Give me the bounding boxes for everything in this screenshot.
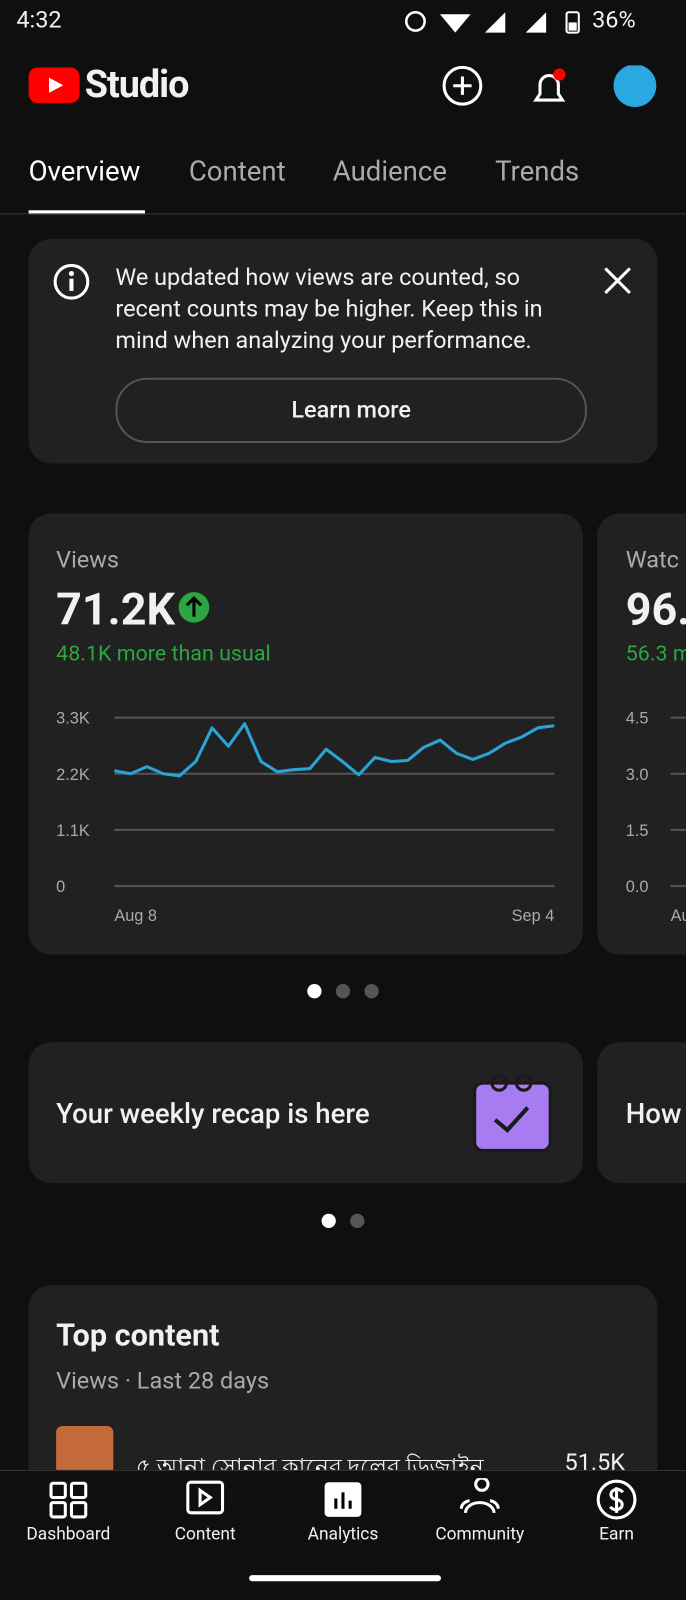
section-subtitle: Views · Last 28 days <box>56 1366 270 1395</box>
section-title: Top content <box>56 1317 220 1354</box>
battery: 36% <box>592 6 636 34</box>
tab[interactable]: Content <box>188 155 286 188</box>
learn-more-button[interactable]: Learn more <box>115 377 587 444</box>
nav-icons <box>49 1478 637 1520</box>
status-icons <box>405 10 580 34</box>
metric-card: Watc 96. 56.3 m <box>597 513 686 955</box>
close-icon[interactable] <box>602 265 633 296</box>
logo <box>28 67 80 104</box>
calendar-icon <box>473 1074 552 1152</box>
line-series <box>114 722 555 778</box>
x-tick-label: Sep 4 <box>512 907 555 925</box>
metric-comparison: 48.1K more than usual <box>56 642 271 667</box>
up-icon <box>178 592 210 623</box>
metric-value: 71.2K <box>56 582 176 636</box>
x-tick-label: Aug 8 <box>114 907 157 925</box>
y-tick-label: 1.5 <box>626 822 649 840</box>
nav-item[interactable]: Dashboard <box>26 1524 111 1545</box>
recap-text: Your weekly recap is here <box>56 1097 370 1131</box>
tab-indicator <box>28 210 145 215</box>
y-tick-label: 3.0 <box>626 766 649 784</box>
y-tick-label: 0.0 <box>626 878 649 896</box>
tab[interactable]: Audience <box>332 155 447 188</box>
nav-item[interactable]: Analytics <box>307 1524 379 1545</box>
y-tick-label: 4.5 <box>626 710 649 728</box>
metric-value: 96. <box>625 582 686 636</box>
nav-item[interactable]: Earn <box>599 1524 634 1545</box>
x-tick-label: Au <box>671 907 686 925</box>
recap-card[interactable]: Your weekly recap is here <box>28 1042 583 1184</box>
nav-item[interactable]: Content <box>174 1524 236 1545</box>
header-actions[interactable] <box>439 65 658 110</box>
tab[interactable]: Trends <box>495 155 580 188</box>
tab[interactable]: Overview <box>28 155 141 188</box>
metric-label: Watc <box>625 546 679 574</box>
recap-card[interactable]: How <box>597 1042 686 1184</box>
pager-dots <box>321 1213 365 1229</box>
y-tick-label: 3.3K <box>56 710 90 728</box>
metric-comparison: 56.3 m <box>625 642 686 667</box>
info-icon <box>53 263 90 300</box>
notice-card: We updated how views are counted, so rec… <box>28 238 658 464</box>
y-tick-label: 0 <box>56 878 65 896</box>
nav-item[interactable]: Community <box>435 1524 525 1545</box>
y-tick-label: 1.1K <box>56 822 90 840</box>
charts: 0 1.1K 2.2K 3.3K Aug 8 Sep 4 0.0 1.5 3.0 4.5 Au <box>56 710 686 925</box>
metric-card: Views 71.2K 48.1K more than usual <box>28 513 583 955</box>
y-tick-label: 2.2K <box>56 766 90 784</box>
divider <box>0 213 686 215</box>
home-indicator <box>249 1575 441 1582</box>
recap-text: How <box>625 1097 682 1131</box>
metric-label: Views <box>56 546 120 574</box>
status-time: 4:32 <box>16 6 62 34</box>
notice-text: We updated how views are counted, so rec… <box>115 263 543 355</box>
pager-dots <box>307 984 379 999</box>
app-title: Studio <box>84 63 190 108</box>
